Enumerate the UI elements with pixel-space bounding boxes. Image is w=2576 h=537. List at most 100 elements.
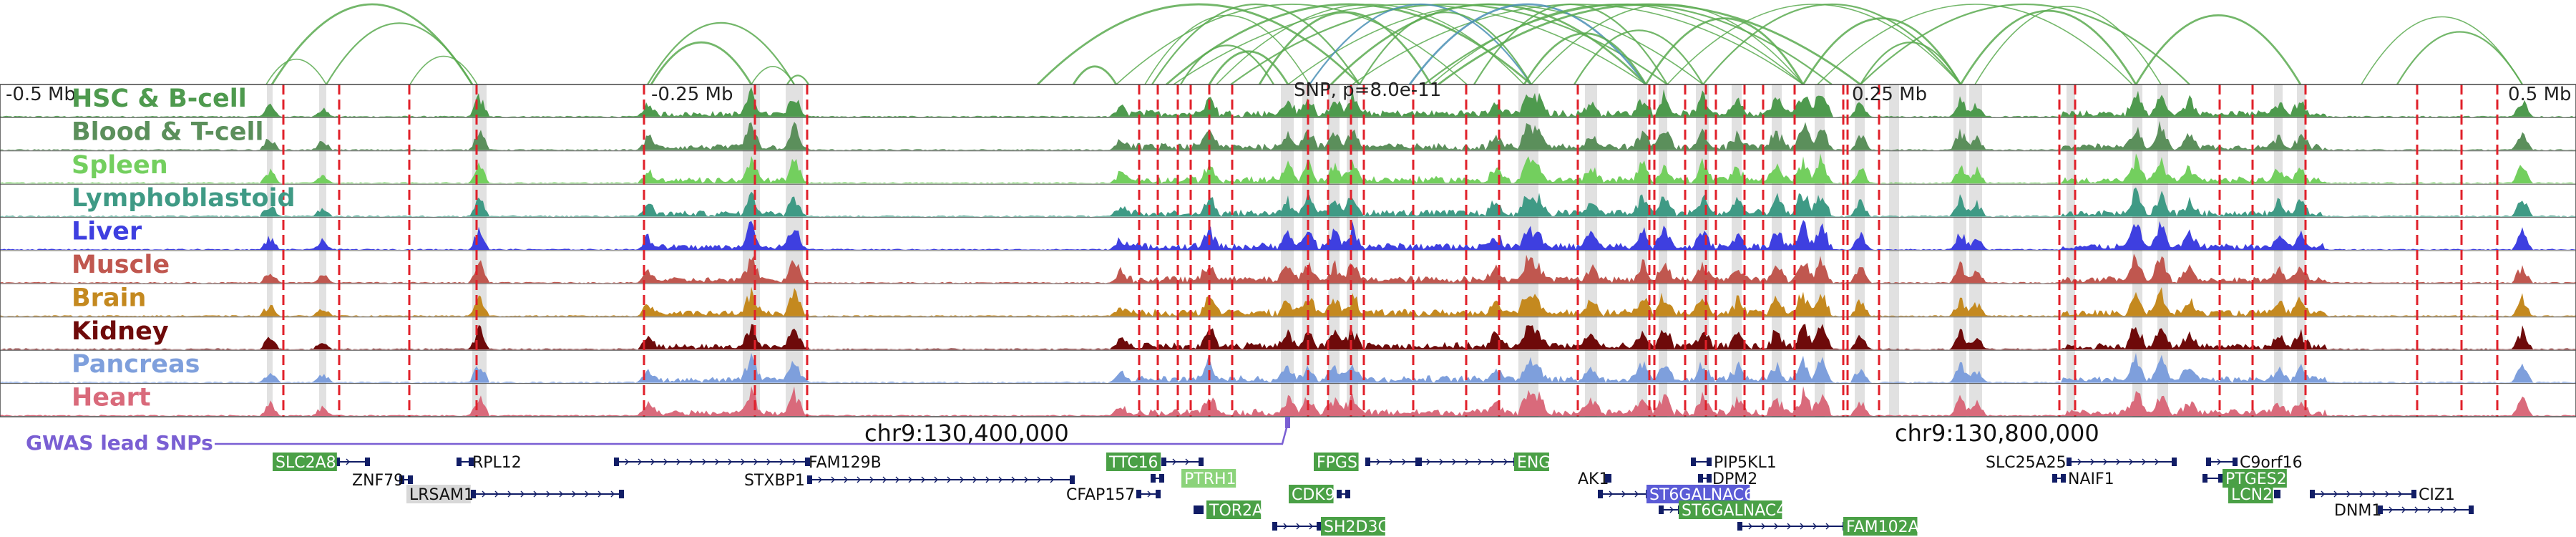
gene-strand-arrow — [2372, 490, 2376, 498]
gene-strand-arrow — [1426, 458, 1430, 465]
axis-label-mid-right: 0.25 Mb — [1852, 84, 1927, 105]
gene-strand-arrow — [1787, 523, 1791, 530]
gene-strand-arrow — [1050, 476, 1054, 483]
gene-exon — [1737, 522, 1742, 531]
axis-label-snp: SNP, p=8.0e-11 — [1294, 79, 1441, 101]
gene-strand-arrow — [792, 458, 796, 465]
track-label: Heart — [72, 384, 151, 412]
gene-strand-arrow — [844, 476, 848, 483]
interaction-arcs — [265, 3, 2523, 86]
interaction-arc — [1959, 9, 2137, 85]
interaction-arc — [786, 74, 809, 85]
gene-label: CIZ1 — [2419, 486, 2455, 504]
gene-exon — [1659, 505, 1664, 514]
interaction-arc — [2135, 14, 2302, 85]
gene-strand-arrow — [869, 476, 874, 483]
gene-strand-arrow — [610, 490, 615, 498]
gene-label: PIP5KL1 — [1714, 454, 1777, 472]
interaction-arc — [1359, 11, 1532, 85]
gene-label: LCN2 — [2231, 486, 2273, 504]
gene-strand-arrow — [559, 490, 563, 498]
interaction-arc — [650, 41, 753, 85]
axis-label-mid-left: -0.25 Mb — [651, 84, 733, 105]
gene-strand-arrow — [1813, 523, 1817, 530]
track-label: Spleen — [72, 151, 168, 180]
gene-exon — [1365, 458, 1370, 466]
gene-strand-arrow — [998, 476, 1002, 483]
interaction-arc — [2361, 16, 2523, 85]
gene-exon — [2202, 474, 2207, 483]
gene-strand-arrow — [1024, 476, 1028, 483]
interaction-arc — [1208, 50, 1289, 85]
gene-label: FAM129B — [809, 454, 882, 472]
gene-label: CFAP157 — [1066, 486, 1135, 504]
interaction-arc — [2396, 31, 2523, 85]
gene-exon — [1151, 474, 1156, 483]
interaction-arc — [1430, 4, 1804, 85]
gene-strand-arrow — [1669, 506, 1674, 513]
gene-strand-arrow — [908, 476, 912, 483]
coord-label-1: chr9:130,400,000 — [864, 420, 1069, 447]
gene-label-bg — [1321, 517, 1385, 536]
gene-exon — [2206, 458, 2211, 466]
gene-strand-arrow — [2346, 490, 2351, 498]
gene-exon — [457, 458, 462, 466]
gene-exon — [1598, 490, 1603, 498]
gene-label-bg — [1289, 485, 1334, 503]
gene-label-bg — [1843, 517, 1918, 536]
interaction-arc — [1974, 6, 2162, 85]
gene-strand-arrow — [1503, 458, 1508, 465]
gene-strand-arrow — [753, 458, 758, 465]
gwas-connector — [215, 422, 1289, 445]
track-label: Liver — [72, 218, 142, 246]
gene-strand-arrow — [346, 458, 350, 465]
gene-label: STXBP1 — [744, 472, 805, 490]
snp-markers — [282, 84, 2499, 417]
gene-strand-arrow — [2389, 506, 2393, 513]
gene-label-bg — [1181, 469, 1236, 488]
gene-strand-arrow — [585, 490, 589, 498]
gene-strand-arrow — [638, 458, 642, 465]
gene-strand-arrow — [520, 490, 525, 498]
gene-strand-arrow — [2142, 458, 2146, 465]
gene-exon — [1707, 474, 1712, 483]
gene-strand-arrow — [2129, 458, 2133, 465]
gene-exon — [469, 458, 474, 466]
track-label: Muscle — [72, 251, 170, 279]
interaction-arc — [1802, 17, 1962, 85]
gene-exon — [1317, 522, 1322, 531]
gene-strand-arrow — [1402, 458, 1406, 465]
track-signal — [0, 352, 2576, 383]
gene-strand-arrow — [2090, 458, 2094, 465]
gene-label: CDK9 — [1292, 486, 1335, 504]
gene-exon — [2411, 490, 2416, 498]
track-label: Pancreas — [72, 350, 200, 379]
interaction-arc — [1644, 17, 1805, 85]
track-signal — [0, 87, 2576, 117]
gene-strand-arrow — [1439, 458, 1443, 465]
gene-strand-arrow — [1761, 523, 1765, 530]
gene-exon — [2052, 474, 2057, 483]
gene-exon — [365, 458, 370, 466]
gene-strand-arrow — [1465, 458, 1469, 465]
gene-label: SLC25A25 — [1986, 454, 2067, 472]
gene-strand-arrow — [818, 476, 822, 483]
gene-exon — [1136, 490, 1141, 498]
gene-exon — [1156, 490, 1161, 498]
gene-strand-arrow — [1037, 476, 1041, 483]
gene-label: ZNF79 — [352, 472, 404, 490]
interaction-arc — [1037, 3, 1360, 85]
interaction-arc — [1860, 4, 2190, 85]
gene-strand-arrow — [1609, 490, 1613, 498]
coord-label-2: chr9:130,800,000 — [1895, 420, 2099, 447]
gene-strand-arrow — [741, 458, 745, 465]
gene-exon — [1161, 458, 1166, 466]
gene-exon — [1698, 474, 1703, 483]
gene-strand-arrow — [1283, 523, 1287, 530]
gene-strand-arrow — [1376, 458, 1380, 465]
axis-label-left: -0.5 Mb — [6, 84, 76, 105]
gene-strand-arrow — [2440, 506, 2444, 513]
gene-exon — [1199, 505, 1204, 514]
gwas-snp-marker — [1285, 417, 1290, 428]
